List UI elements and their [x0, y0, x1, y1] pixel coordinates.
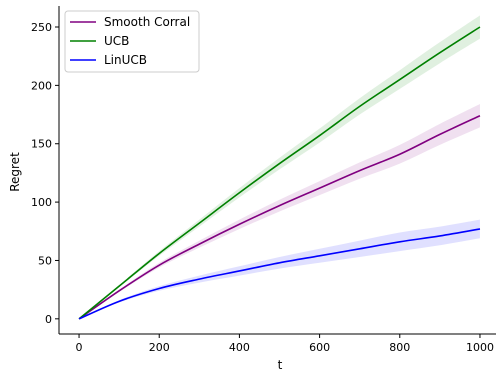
y-axis-label: Regret: [8, 152, 22, 192]
x-axis-ticks: 0 200 400 600 800 1000: [76, 334, 494, 354]
band-smooth-corral: [79, 104, 480, 319]
line-linucb: [78, 228, 481, 320]
x-tick-label: 800: [389, 341, 410, 354]
x-tick-label: 200: [149, 341, 170, 354]
x-tick-label: 1000: [466, 341, 494, 354]
legend: Smooth Corral UCB LinUCB: [64, 10, 200, 73]
x-tick-label: 400: [229, 341, 250, 354]
line-smooth-corral: [78, 114, 481, 320]
y-tick-label: 100: [31, 196, 52, 209]
x-axis-label: t: [278, 358, 283, 372]
band-ucb: [79, 15, 480, 319]
y-tick-label: 150: [31, 138, 52, 151]
y-tick-label: 0: [45, 313, 52, 326]
axes: [58, 6, 496, 335]
line-ucb: [78, 26, 481, 320]
legend-label-smooth-corral: Smooth Corral: [104, 15, 190, 29]
legend-box: [64, 10, 200, 73]
x-tick-label: 0: [76, 341, 83, 354]
y-tick-label: 200: [31, 79, 52, 92]
y-tick-label: 50: [38, 254, 52, 267]
x-tick-label: 600: [309, 341, 330, 354]
legend-label-ucb: UCB: [104, 34, 129, 48]
series-lines: [78, 26, 481, 320]
y-axis-ticks: 0 50 100 150 200 250: [31, 21, 59, 326]
y-tick-label: 250: [31, 21, 52, 34]
legend-label-linucb: LinUCB: [104, 53, 147, 67]
